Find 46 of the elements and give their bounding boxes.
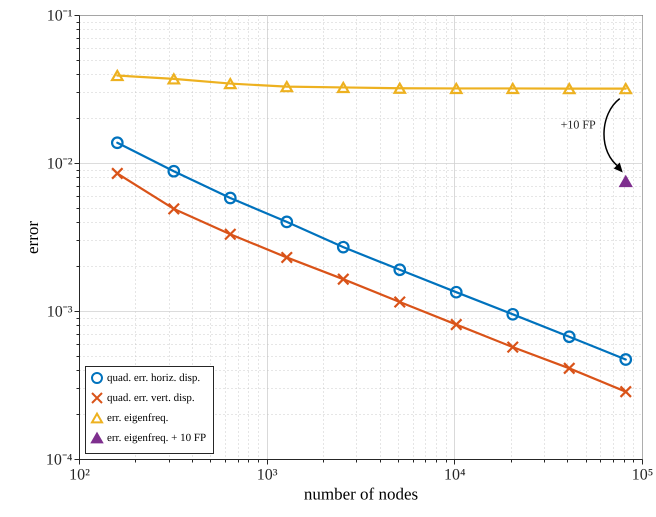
point — [619, 353, 632, 366]
point — [393, 296, 406, 308]
point — [562, 330, 576, 344]
x-tick-label: 10³ — [256, 466, 278, 484]
point — [393, 82, 406, 94]
point — [110, 167, 124, 180]
annotation: +10 FP — [560, 117, 596, 132]
point — [336, 240, 350, 254]
legend-label: quad. err. horiz. disp. — [107, 372, 200, 384]
y-tick-label: 10⁻¹ — [46, 8, 73, 24]
point — [506, 308, 520, 321]
y-tick-label: 10⁻⁴ — [46, 452, 73, 468]
point — [506, 82, 520, 94]
point — [280, 216, 294, 228]
point — [562, 83, 576, 94]
point — [167, 164, 180, 178]
x-axis-title: number of nodes — [304, 484, 418, 504]
point — [450, 286, 463, 299]
y-tick-label: 10⁻² — [46, 156, 73, 172]
legend-label: err. eigenfreq. + 10 FP — [107, 432, 206, 444]
y-tick-label: 10⁻³ — [46, 304, 73, 320]
point — [110, 136, 124, 150]
point — [562, 362, 576, 375]
point — [110, 70, 124, 82]
point — [280, 251, 294, 264]
legend-label: quad. err. vert. disp. — [107, 392, 195, 404]
point — [619, 83, 632, 94]
point — [167, 73, 180, 85]
point — [506, 340, 520, 354]
x-tick-label: 10⁵ — [632, 466, 654, 484]
point — [393, 263, 406, 276]
y-axis-title: error — [22, 220, 42, 254]
point — [450, 82, 463, 94]
legend-label: err. eigenfreq. — [107, 412, 169, 424]
point — [224, 192, 237, 204]
point — [619, 385, 632, 398]
point — [619, 176, 632, 188]
x-tick-label: 10² — [69, 466, 90, 484]
point — [224, 228, 237, 241]
point — [450, 318, 463, 331]
point — [336, 82, 350, 94]
x-tick-label: 10⁴ — [444, 466, 466, 484]
point — [336, 272, 350, 286]
point — [224, 78, 237, 90]
point — [167, 202, 180, 216]
point — [280, 81, 294, 92]
